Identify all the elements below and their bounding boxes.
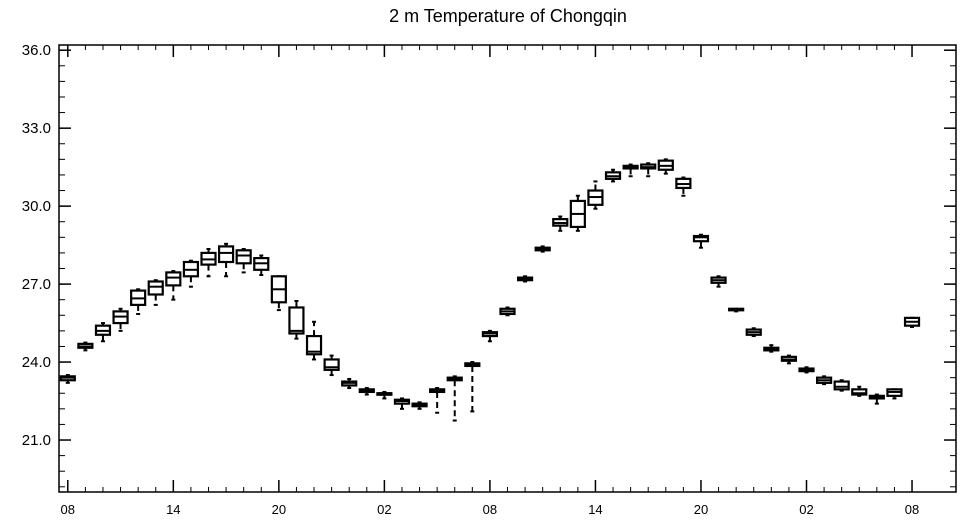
y-axis: 21.0 24.0 27.0 30.0 33.0 36.0 — [22, 42, 956, 488]
x-tick-label: 14 — [588, 502, 602, 517]
box-body — [692, 234, 710, 243]
box-item — [253, 254, 270, 276]
box-item — [833, 379, 850, 392]
x-tick-label: 20 — [272, 502, 286, 517]
x-tick-label: 20 — [694, 502, 708, 517]
x-tick-label: 08 — [905, 502, 919, 517]
y-tick-label: 27.0 — [22, 276, 51, 293]
box-item — [341, 377, 358, 390]
box-item — [692, 233, 710, 249]
box-item — [763, 344, 780, 353]
box-item — [622, 163, 639, 178]
box-item — [587, 180, 604, 210]
box-item — [886, 388, 903, 400]
box-item — [745, 327, 762, 338]
box-item — [200, 248, 217, 278]
y-tick-label: 36.0 — [22, 42, 51, 59]
box-item — [305, 320, 323, 361]
box-body — [217, 245, 235, 264]
box-item — [147, 279, 164, 306]
x-tick-label: 08 — [61, 502, 75, 517]
box-item — [130, 288, 147, 315]
box-item — [59, 374, 76, 384]
box-item — [728, 307, 745, 313]
box-item — [516, 275, 534, 283]
box-item — [323, 354, 340, 377]
box-body — [165, 271, 182, 287]
box-item — [429, 387, 446, 414]
box-series — [59, 158, 921, 422]
box-body — [833, 380, 850, 391]
box-item — [499, 306, 516, 317]
chart-title: 2 m Temperature of Chongqin — [389, 6, 627, 26]
box-body — [323, 358, 340, 371]
x-tick-label: 08 — [483, 502, 497, 517]
box-item — [569, 194, 586, 232]
box-item — [481, 329, 499, 343]
box-item — [464, 361, 481, 413]
box-item — [780, 354, 798, 365]
box-body — [288, 306, 305, 335]
y-tick-label: 33.0 — [22, 120, 51, 137]
y-tick-label: 30.0 — [22, 198, 51, 215]
box-item — [77, 341, 94, 352]
x-tick-label: 14 — [166, 502, 180, 517]
box-item — [815, 375, 833, 386]
box-item — [270, 275, 287, 312]
x-axis: 08 14 20 02 08 14 20 02 08 — [61, 45, 919, 517]
box-item — [446, 375, 463, 422]
x-tick-label: 02 — [799, 502, 813, 517]
box-item — [358, 387, 375, 396]
box-item — [235, 248, 252, 274]
box-item — [552, 215, 569, 232]
box-body — [851, 388, 868, 396]
box-item — [393, 397, 411, 410]
box-item — [851, 385, 868, 397]
box-item — [534, 245, 551, 253]
box-item — [288, 299, 305, 340]
box-body — [305, 334, 323, 356]
box-body — [235, 249, 252, 265]
box-item — [675, 176, 692, 197]
box-item — [868, 393, 885, 405]
box-body — [147, 280, 164, 296]
box-item — [217, 242, 235, 278]
x-tick-label: 02 — [377, 502, 391, 517]
y-tick-label: 21.0 — [22, 432, 51, 449]
box-item — [112, 307, 129, 332]
box-item — [182, 259, 200, 288]
box-item — [411, 401, 428, 410]
box-item — [94, 322, 112, 343]
box-item — [604, 168, 622, 183]
y-tick-label: 24.0 — [22, 354, 51, 371]
box-item — [165, 270, 182, 301]
box-item — [710, 275, 727, 288]
box-item — [640, 162, 657, 178]
box-item — [376, 390, 393, 400]
box-item — [657, 158, 674, 175]
box-item — [903, 316, 921, 328]
box-item — [798, 366, 815, 374]
